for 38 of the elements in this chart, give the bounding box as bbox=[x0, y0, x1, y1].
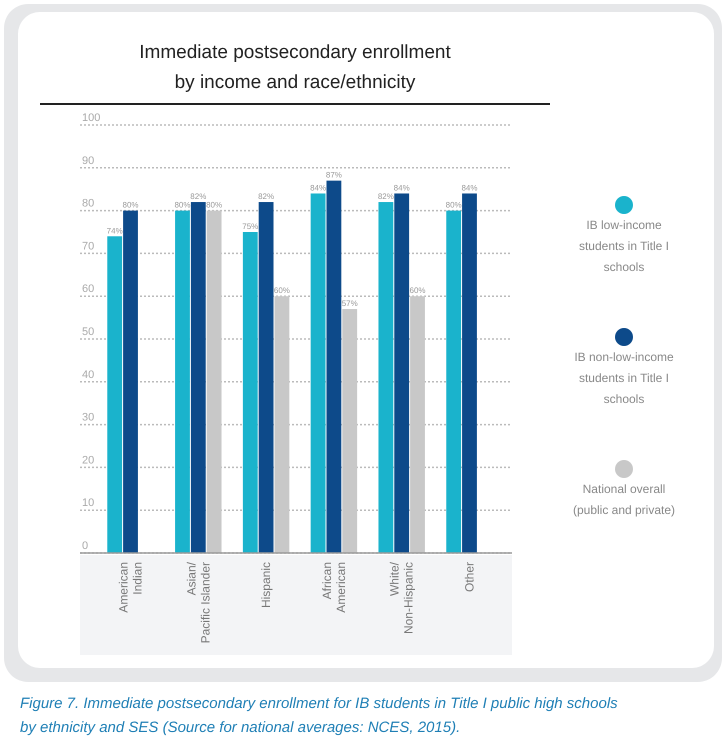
data-label: 57% bbox=[342, 299, 358, 308]
data-label: 80% bbox=[206, 200, 222, 210]
data-label: 60% bbox=[274, 286, 290, 296]
data-label: 80% bbox=[122, 200, 139, 210]
data-label: 84% bbox=[394, 183, 410, 192]
data-label: 60% bbox=[410, 286, 426, 296]
y-tick-label: 30 bbox=[82, 412, 94, 424]
data-label: 82% bbox=[378, 192, 394, 202]
legend-label: IB low-income students in Title I schools bbox=[578, 218, 670, 274]
x-tick-label: Hispanic bbox=[259, 562, 274, 608]
data-label: 82% bbox=[258, 192, 274, 202]
x-tick-label: American Indian bbox=[116, 562, 145, 613]
y-tick-label: 20 bbox=[82, 454, 94, 466]
y-tick-label: 90 bbox=[82, 154, 94, 167]
x-tick-label: White/Non-Hispanic bbox=[388, 561, 416, 634]
data-label: 87% bbox=[326, 170, 342, 180]
legend-label: IB non-low-income students in Title I schools bbox=[574, 350, 674, 406]
y-tick-label: 0 bbox=[82, 540, 88, 552]
chart-title: Immediate postsecondary enrollment by income and race/ethnicity bbox=[139, 42, 452, 93]
legend-label: National overall (public and private) bbox=[572, 482, 676, 517]
y-tick-label: 70 bbox=[82, 240, 94, 252]
data-label: 84% bbox=[461, 183, 478, 192]
data-label: 84% bbox=[310, 183, 326, 192]
caption: Figure 7. Immediate postsecondary enrollment for IB students in Title I public high schools by ethnicity and SES (Source for national averages: NCES, 2015). bbox=[20, 695, 618, 736]
x-tick-label: African American bbox=[320, 562, 348, 613]
y-tick-label: 100 bbox=[82, 112, 100, 124]
data-label: 80% bbox=[446, 200, 462, 210]
y-tick-label: 50 bbox=[82, 326, 94, 338]
data-label: 74% bbox=[106, 226, 123, 236]
data-label: 75% bbox=[242, 222, 258, 231]
y-tick-label: 60 bbox=[82, 283, 94, 296]
y-tick-label: 80 bbox=[82, 198, 94, 210]
y-tick-label: 10 bbox=[82, 497, 94, 510]
data-label: 82% bbox=[190, 192, 206, 202]
y-tick-label: 40 bbox=[82, 368, 94, 381]
data-label: 80% bbox=[174, 200, 190, 210]
x-tick-label: Other bbox=[462, 562, 476, 592]
x-tick-label: Asian/Pacific Islander bbox=[184, 561, 212, 644]
